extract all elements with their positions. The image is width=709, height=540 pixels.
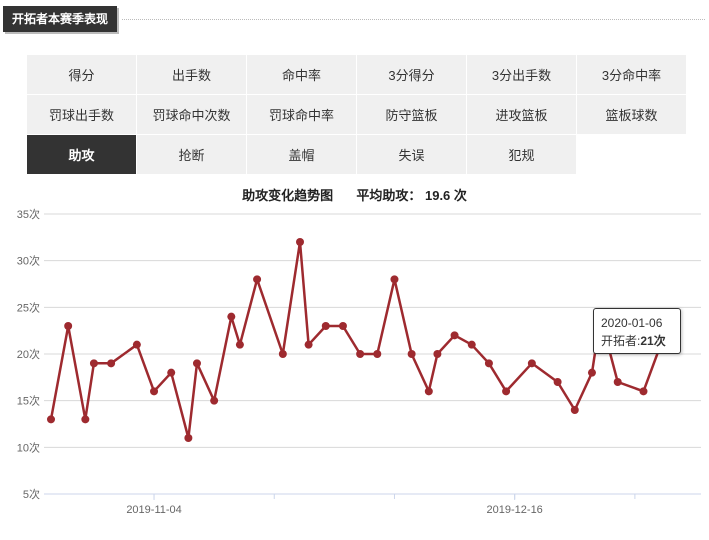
data-point bbox=[390, 275, 399, 284]
tooltip-value: 21次 bbox=[640, 334, 666, 348]
y-tick-label: 30次 bbox=[17, 254, 40, 268]
data-point bbox=[192, 359, 201, 368]
data-point bbox=[639, 387, 648, 396]
data-point bbox=[210, 396, 219, 405]
tab-stat-8[interactable]: 罚球命中率 bbox=[247, 95, 357, 135]
trend-chart: 5次 10次 15次 20次 25次 30次 35次 2019-11-04 2019-12-16 bbox=[17, 207, 701, 516]
data-point bbox=[321, 322, 330, 330]
data-point bbox=[553, 378, 562, 386]
data-point bbox=[467, 340, 476, 349]
y-tick-label: 35次 bbox=[17, 207, 40, 221]
x-tick-label: 2019-11-04 bbox=[126, 504, 181, 516]
data-point bbox=[167, 368, 176, 377]
data-point bbox=[613, 378, 622, 386]
tab-stat-15[interactable]: 失误 bbox=[357, 135, 467, 175]
section-header: 开拓者本赛季表现 bbox=[0, 6, 709, 34]
chart-tooltip: 2020-01-06 开拓者:21次 bbox=[593, 308, 681, 354]
tab-stat-9[interactable]: 防守篮板 bbox=[357, 95, 467, 135]
tab-stat-6[interactable]: 罚球出手数 bbox=[27, 95, 137, 135]
data-point bbox=[89, 359, 98, 368]
tab-stat-10[interactable]: 进攻篮板 bbox=[467, 95, 577, 135]
tab-stat-0[interactable]: 得分 bbox=[27, 55, 137, 95]
data-point bbox=[433, 350, 442, 358]
data-point bbox=[132, 340, 141, 349]
y-tick-label: 25次 bbox=[17, 300, 40, 314]
data-point bbox=[253, 275, 262, 284]
data-point bbox=[184, 434, 193, 442]
tooltip-date: 2020-01-06 bbox=[601, 316, 663, 330]
data-point bbox=[527, 359, 536, 368]
tab-stat-4[interactable]: 3分出手数 bbox=[467, 55, 577, 95]
data-point bbox=[407, 350, 416, 358]
average-value: 19.6 次 bbox=[424, 188, 467, 203]
data-point bbox=[587, 368, 596, 377]
data-point bbox=[424, 387, 433, 396]
tab-stat-11[interactable]: 篮板球数 bbox=[577, 95, 687, 135]
tab-stat-3[interactable]: 3分得分 bbox=[357, 55, 467, 95]
tooltip-series-label: 开拓者: bbox=[601, 334, 641, 348]
tab-stat-14[interactable]: 盖帽 bbox=[247, 135, 357, 175]
chart-header: 助攻变化趋势图 平均助攻： 19.6 次 bbox=[0, 185, 709, 204]
series-line bbox=[49, 240, 662, 440]
y-tick-label: 5次 bbox=[23, 487, 40, 501]
chart-area: 5次 10次 15次 20次 25次 30次 35次 2019-11-04 2019-12-16… bbox=[0, 180, 709, 540]
y-tick-label: 20次 bbox=[17, 347, 40, 361]
section-divider bbox=[122, 19, 705, 20]
data-point bbox=[373, 350, 382, 358]
tab-stat-1[interactable]: 出手数 bbox=[137, 55, 247, 95]
data-point bbox=[450, 331, 459, 340]
data-point bbox=[227, 312, 236, 321]
stat-tabs: 得分 出手数 命中率 3分得分 3分出手数 3分命中率罚球出手数 罚球命中次数 罚球命中率 防守… bbox=[27, 55, 687, 175]
tab-stat-2[interactable]: 命中率 bbox=[247, 55, 357, 95]
tab-stat-16[interactable]: 犯规 bbox=[467, 135, 577, 175]
data-point bbox=[570, 406, 579, 414]
tab-stat-5[interactable]: 3分命中率 bbox=[577, 55, 687, 95]
average-label: 平均助攻： bbox=[356, 188, 422, 203]
data-point bbox=[296, 238, 305, 246]
data-point bbox=[278, 350, 287, 358]
data-point bbox=[502, 387, 511, 396]
data-point bbox=[304, 340, 313, 349]
y-tick-label: 15次 bbox=[17, 394, 40, 408]
tooltip-line: 开拓者:21次 bbox=[601, 332, 673, 350]
data-point bbox=[107, 359, 116, 368]
x-tick-label: 2019-12-16 bbox=[487, 504, 543, 516]
data-point bbox=[81, 415, 90, 424]
data-point bbox=[338, 322, 347, 330]
tab-stat-13[interactable]: 抢断 bbox=[137, 135, 247, 175]
tab-stat-12[interactable]: 助攻 bbox=[27, 135, 137, 175]
chart-title: 助攻变化趋势图 bbox=[242, 188, 334, 203]
tab-stat-7[interactable]: 罚球命中次数 bbox=[137, 95, 247, 135]
data-point bbox=[150, 387, 159, 396]
section-title: 开拓者本赛季表现 bbox=[3, 6, 118, 32]
data-point bbox=[64, 322, 73, 330]
data-point bbox=[356, 350, 365, 358]
data-point bbox=[484, 359, 493, 368]
y-tick-label: 10次 bbox=[17, 440, 40, 454]
data-point bbox=[47, 415, 55, 424]
data-point bbox=[235, 340, 244, 349]
